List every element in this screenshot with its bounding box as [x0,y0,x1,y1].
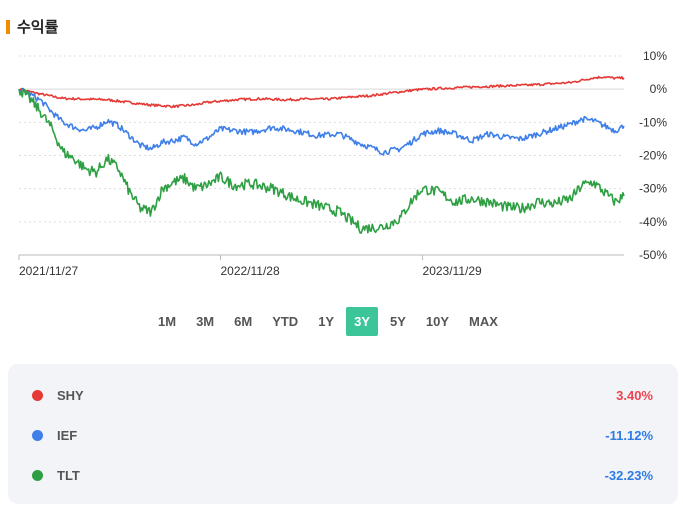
range-tab-3y[interactable]: 3Y [346,307,378,336]
range-tab-10y[interactable]: 10Y [425,314,450,329]
legend-symbol: IEF [57,427,78,443]
y-tick-label: 0% [650,82,668,96]
legend-row-tlt: TLT -32.23% [8,460,678,490]
page-title: 수익률 [17,19,59,36]
x-tick-label: 2022/11/28 [220,264,279,278]
series-line-tlt [18,88,625,234]
range-tab-1y[interactable]: 1Y [318,314,335,329]
x-tick-label: 2021/11/27 [19,264,78,278]
section-header: 수익률 [6,16,58,37]
y-tick-label: -40% [639,215,667,229]
title-accent-bar [6,19,10,34]
legend-symbol: TLT [57,467,80,483]
range-tab-max[interactable]: MAX [469,314,498,329]
legend-return-value: -11.12% [605,427,653,443]
y-tick-label: -50% [639,248,667,262]
legend-panel: SHY 3.40% IEF -11.12% TLT -32.23% [8,364,678,504]
range-tab-5y[interactable]: 5Y [390,314,406,329]
legend-row-ief: IEF -11.12% [8,420,678,450]
range-tab-3m[interactable]: 3M [196,314,215,329]
y-tick-label: -30% [639,182,667,196]
legend-return-value: 3.40% [616,387,653,403]
legend-symbol: SHY [57,387,84,403]
range-tab-1m[interactable]: 1M [158,314,177,329]
series-line-ief [18,87,625,156]
y-tick-label: -10% [639,115,667,129]
range-tab-6m[interactable]: 6M [234,314,253,329]
y-tick-label: 10% [643,49,667,63]
legend-row-shy: SHY 3.40% [8,380,678,410]
y-tick-label: -20% [639,149,667,163]
x-tick-label: 2023/11/29 [423,264,482,278]
legend-return-value: -32.23% [604,467,653,483]
range-selector: 1M 3M 6M YTD 1Y 3Y 5Y 10Y MAX [150,307,510,336]
legend-color-dot [32,469,43,481]
returns-line-chart: 10% 0% -10% -20% -30% -40% -50% 2021/11/27 2022… [18,49,668,278]
legend-color-dot [32,429,43,441]
series-line-shy [18,75,625,109]
legend-color-dot [32,389,43,401]
range-tab-ytd[interactable]: YTD [272,314,299,329]
